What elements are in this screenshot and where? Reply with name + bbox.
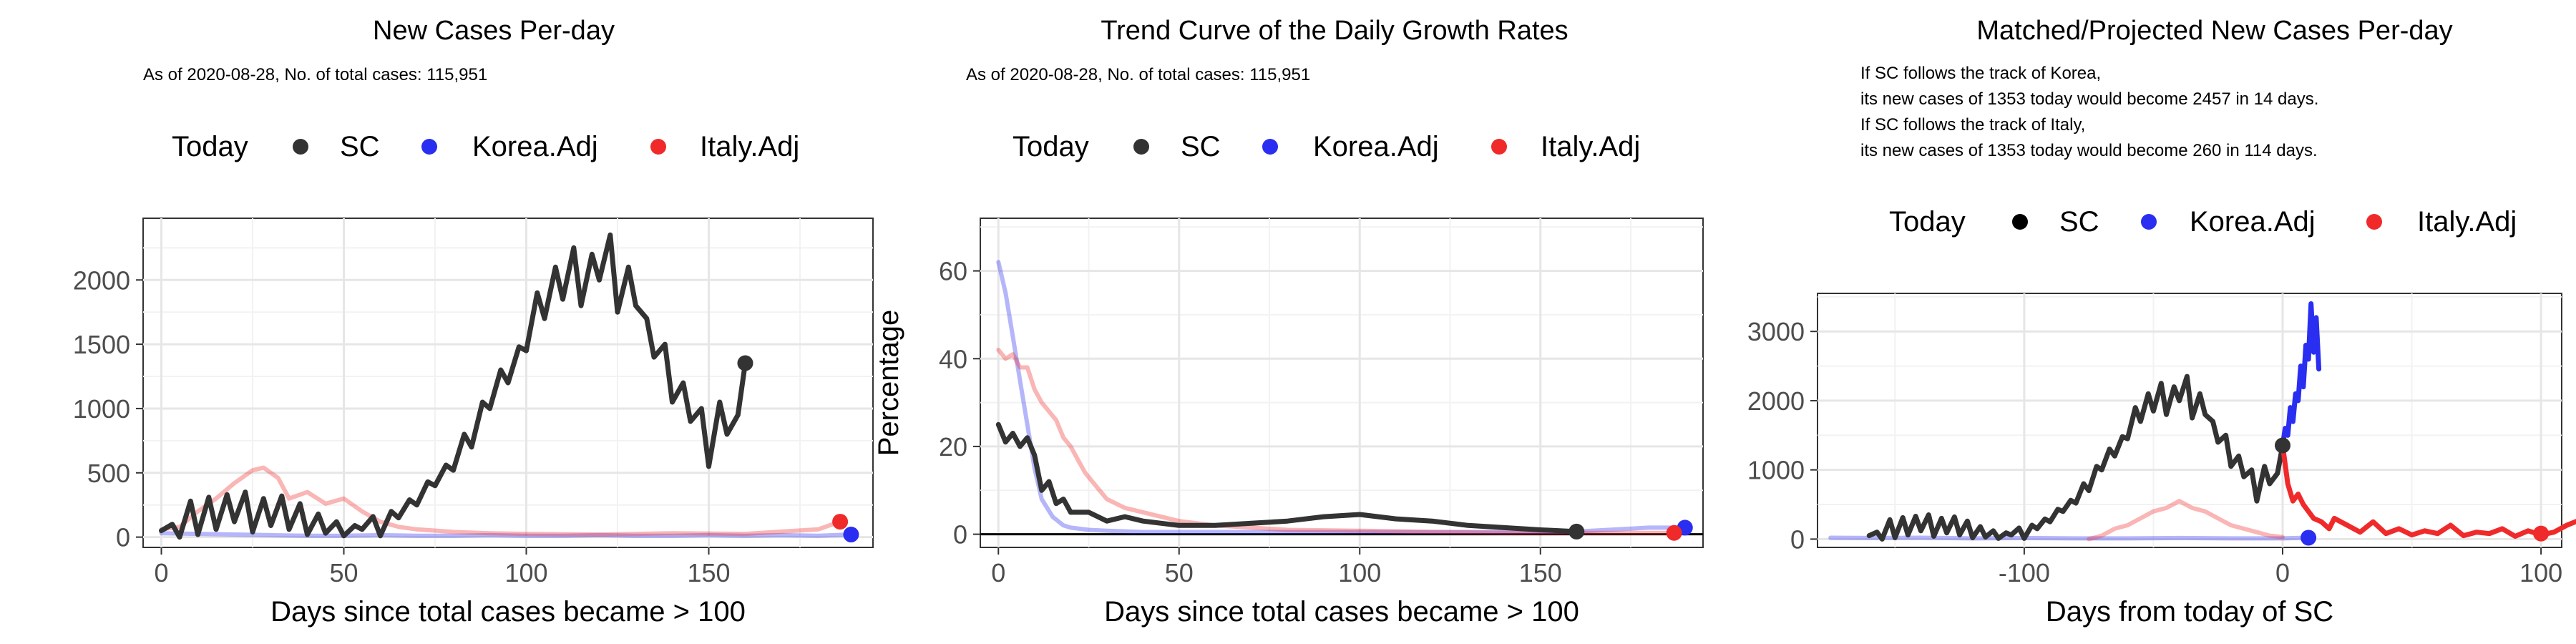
panel-growth-rates: Trend Curve of the Daily Growth Rates As… bbox=[873, 16, 1704, 628]
series-line-korea-adj-reference bbox=[996, 260, 1687, 535]
projection-note-line: its new cases of 1353 today would become… bbox=[1860, 141, 2318, 160]
x-tick-label: 0 bbox=[991, 558, 1005, 587]
chart-title: Matched/Projected New Cases Per-day bbox=[1976, 16, 2452, 46]
series-lines bbox=[159, 232, 854, 540]
series-line-sc bbox=[1866, 374, 2285, 542]
y-tick-label: 0 bbox=[953, 520, 967, 550]
legend-key-korea bbox=[2141, 214, 2157, 230]
legend-key-sc bbox=[1133, 139, 1149, 155]
y-tick-label: 0 bbox=[116, 523, 130, 552]
series-line-sc bbox=[159, 232, 748, 540]
x-axis-ticks: -100 0 100 bbox=[1999, 547, 2562, 587]
y-tick-label: 60 bbox=[939, 257, 967, 286]
legend-title: Today bbox=[172, 131, 248, 162]
x-tick-label: 0 bbox=[2275, 558, 2290, 587]
legend-title: Today bbox=[1013, 131, 1089, 162]
x-tick-label: 100 bbox=[504, 558, 547, 587]
legend-label-korea: Korea.Adj bbox=[1313, 131, 1439, 162]
legend-key-sc bbox=[2012, 214, 2028, 230]
legend-label-italy: Italy.Adj bbox=[2417, 206, 2517, 238]
x-axis-label: Days since total cases became > 100 bbox=[1104, 596, 1579, 628]
today-points bbox=[2275, 437, 2550, 546]
chart-title: Trend Curve of the Daily Growth Rates bbox=[1101, 16, 1568, 46]
legend-key-italy bbox=[2366, 214, 2382, 230]
projection-note-line: If SC follows the track of Korea, bbox=[1860, 64, 2101, 83]
series-line-italy-adj bbox=[2280, 443, 2576, 539]
legend-label-sc: SC bbox=[2059, 206, 2099, 238]
x-tick-label: 50 bbox=[329, 558, 358, 587]
today-points bbox=[737, 355, 859, 543]
y-tick-label: 1000 bbox=[73, 394, 130, 424]
today-point-korea-adj bbox=[843, 527, 859, 543]
chart-subtitle: As of 2020-08-28, No. of total cases: 11… bbox=[143, 65, 487, 84]
x-axis-ticks: 0 50 100 150 bbox=[154, 547, 731, 587]
x-tick-label: 100 bbox=[1338, 558, 1381, 587]
x-tick-label: 100 bbox=[2519, 558, 2562, 587]
series-line-italy-adj-reference bbox=[2087, 499, 2285, 542]
plot-area bbox=[980, 218, 1704, 548]
series-lines bbox=[1828, 301, 2576, 542]
legend-label-italy: Italy.Adj bbox=[1541, 131, 1640, 162]
today-point-sc bbox=[1568, 523, 1585, 540]
x-tick-label: 50 bbox=[1165, 558, 1194, 587]
legend-key-korea bbox=[1262, 139, 1278, 155]
x-axis-label: Days from today of SC bbox=[2046, 596, 2333, 628]
panel-projected-cases: Matched/Projected New Cases Per-day If S… bbox=[1747, 16, 2576, 628]
panel-new-cases: New Cases Per-day As of 2020-08-28, No. … bbox=[73, 16, 874, 628]
x-tick-label: -100 bbox=[1999, 558, 2050, 587]
y-tick-label: 2000 bbox=[1747, 386, 1805, 416]
today-point-italy-adj bbox=[832, 514, 849, 530]
x-tick-label: 150 bbox=[687, 558, 730, 587]
today-points bbox=[1568, 519, 1693, 541]
series-line-korea-adj-reference bbox=[1828, 535, 2311, 541]
legend-label-italy: Italy.Adj bbox=[700, 131, 799, 162]
y-tick-label: 3000 bbox=[1747, 317, 1805, 346]
legend: Today SC Korea.Adj Italy.Adj bbox=[172, 131, 799, 162]
y-tick-label: 1500 bbox=[73, 330, 130, 359]
series-line-korea-adj-reference bbox=[159, 531, 854, 538]
legend-key-italy bbox=[650, 139, 666, 155]
legend: Today SC Korea.Adj Italy.Adj bbox=[1013, 131, 1640, 162]
legend: Today SC Korea.Adj Italy.Adj bbox=[1889, 206, 2517, 238]
x-axis-ticks: 0 50 100 150 bbox=[991, 547, 1562, 587]
legend-label-korea: Korea.Adj bbox=[472, 131, 598, 162]
series-line-italy-adj-reference bbox=[159, 465, 843, 537]
legend-key-korea bbox=[421, 139, 437, 155]
chart-title: New Cases Per-day bbox=[373, 16, 615, 46]
x-tick-label: 150 bbox=[1519, 558, 1562, 587]
y-tick-label: 40 bbox=[939, 344, 967, 374]
y-tick-label: 500 bbox=[87, 459, 130, 488]
y-axis-label: Percentage bbox=[873, 310, 904, 457]
today-point-sc bbox=[2275, 437, 2290, 454]
legend-title: Today bbox=[1889, 206, 1966, 238]
chart-subtitle: As of 2020-08-28, No. of total cases: 11… bbox=[966, 65, 1310, 84]
gridlines bbox=[143, 218, 873, 547]
today-point-italy-adj bbox=[1666, 525, 1682, 541]
legend-label-korea: Korea.Adj bbox=[2190, 206, 2316, 238]
y-axis-ticks: 0 1000 2000 3000 bbox=[1747, 317, 1818, 554]
legend-key-sc bbox=[293, 139, 308, 155]
today-point-korea-adj bbox=[2301, 530, 2317, 546]
y-tick-label: 0 bbox=[1790, 525, 1805, 554]
today-point-sc bbox=[737, 355, 753, 371]
series-line-italy-adj-reference bbox=[996, 348, 1677, 535]
y-axis-ticks: 0 20 40 60 bbox=[939, 257, 980, 550]
series-line-sc bbox=[995, 421, 1579, 535]
projection-note-line: its new cases of 1353 today would become… bbox=[1860, 89, 2318, 109]
x-tick-label: 0 bbox=[154, 558, 168, 587]
projection-note-line: If SC follows the track of Italy, bbox=[1860, 115, 2085, 135]
y-axis-ticks: 0 500 1000 1500 2000 bbox=[73, 265, 143, 552]
legend-label-sc: SC bbox=[1181, 131, 1221, 162]
today-point-italy-adj bbox=[2533, 525, 2550, 542]
series-line-korea-adj bbox=[2280, 301, 2322, 448]
y-tick-label: 2000 bbox=[73, 265, 130, 295]
legend-label-sc: SC bbox=[340, 131, 380, 162]
legend-key-italy bbox=[1491, 139, 1507, 155]
y-tick-label: 1000 bbox=[1747, 456, 1805, 485]
x-axis-label: Days since total cases became > 100 bbox=[270, 596, 746, 628]
y-tick-label: 20 bbox=[939, 432, 967, 462]
